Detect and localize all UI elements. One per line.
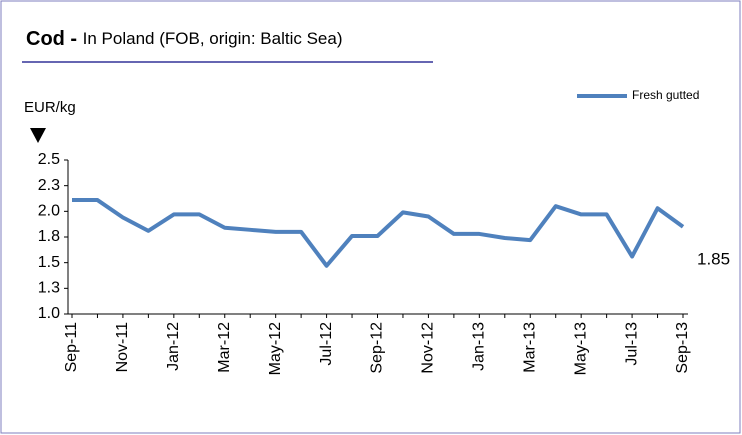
arrow — [30, 128, 46, 143]
x-tick-label: Nov-11 — [114, 322, 131, 372]
x-tick-label: Jul-12 — [318, 322, 335, 366]
x-tick-label: Mar-12 — [216, 322, 233, 373]
x-tick-label: Jul-13 — [623, 322, 640, 366]
x-tick-label: May-12 — [267, 322, 284, 375]
x-tick-label: Jan-13 — [471, 322, 488, 371]
y-tick-label: 1.5 — [38, 254, 60, 271]
y-tick-label: 2.3 — [38, 177, 60, 194]
y-tick-label: 1.0 — [38, 305, 60, 322]
y-tick-label: 2.5 — [38, 151, 60, 168]
y-axis-label: EUR/kg — [24, 99, 76, 116]
title-text: In Poland (FOB, origin: Baltic Sea) — [83, 29, 343, 48]
x-tick-label: Nov-12 — [420, 322, 437, 374]
x-tick-label: Jan-12 — [165, 322, 182, 371]
y-tick-label: 2.0 — [38, 203, 60, 220]
x-tick-label: May-13 — [572, 322, 589, 375]
value-label: 1.85 — [697, 249, 730, 268]
x-tick-label: Mar-13 — [521, 322, 538, 373]
chart-title: Cod - In Poland (FOB, origin: Baltic Sea… — [26, 28, 343, 50]
x-tick-label: Sep-11 — [63, 322, 80, 373]
legend-label: Fresh gutted — [632, 88, 699, 102]
y-tick-label: 1.8 — [38, 228, 60, 245]
line — [72, 198, 685, 268]
y-tick-label: 1.3 — [38, 280, 60, 297]
title-bold: Cod - — [26, 28, 77, 50]
x-tick-label: Sep-12 — [369, 322, 386, 374]
x-tick-label: Sep-13 — [674, 322, 691, 374]
